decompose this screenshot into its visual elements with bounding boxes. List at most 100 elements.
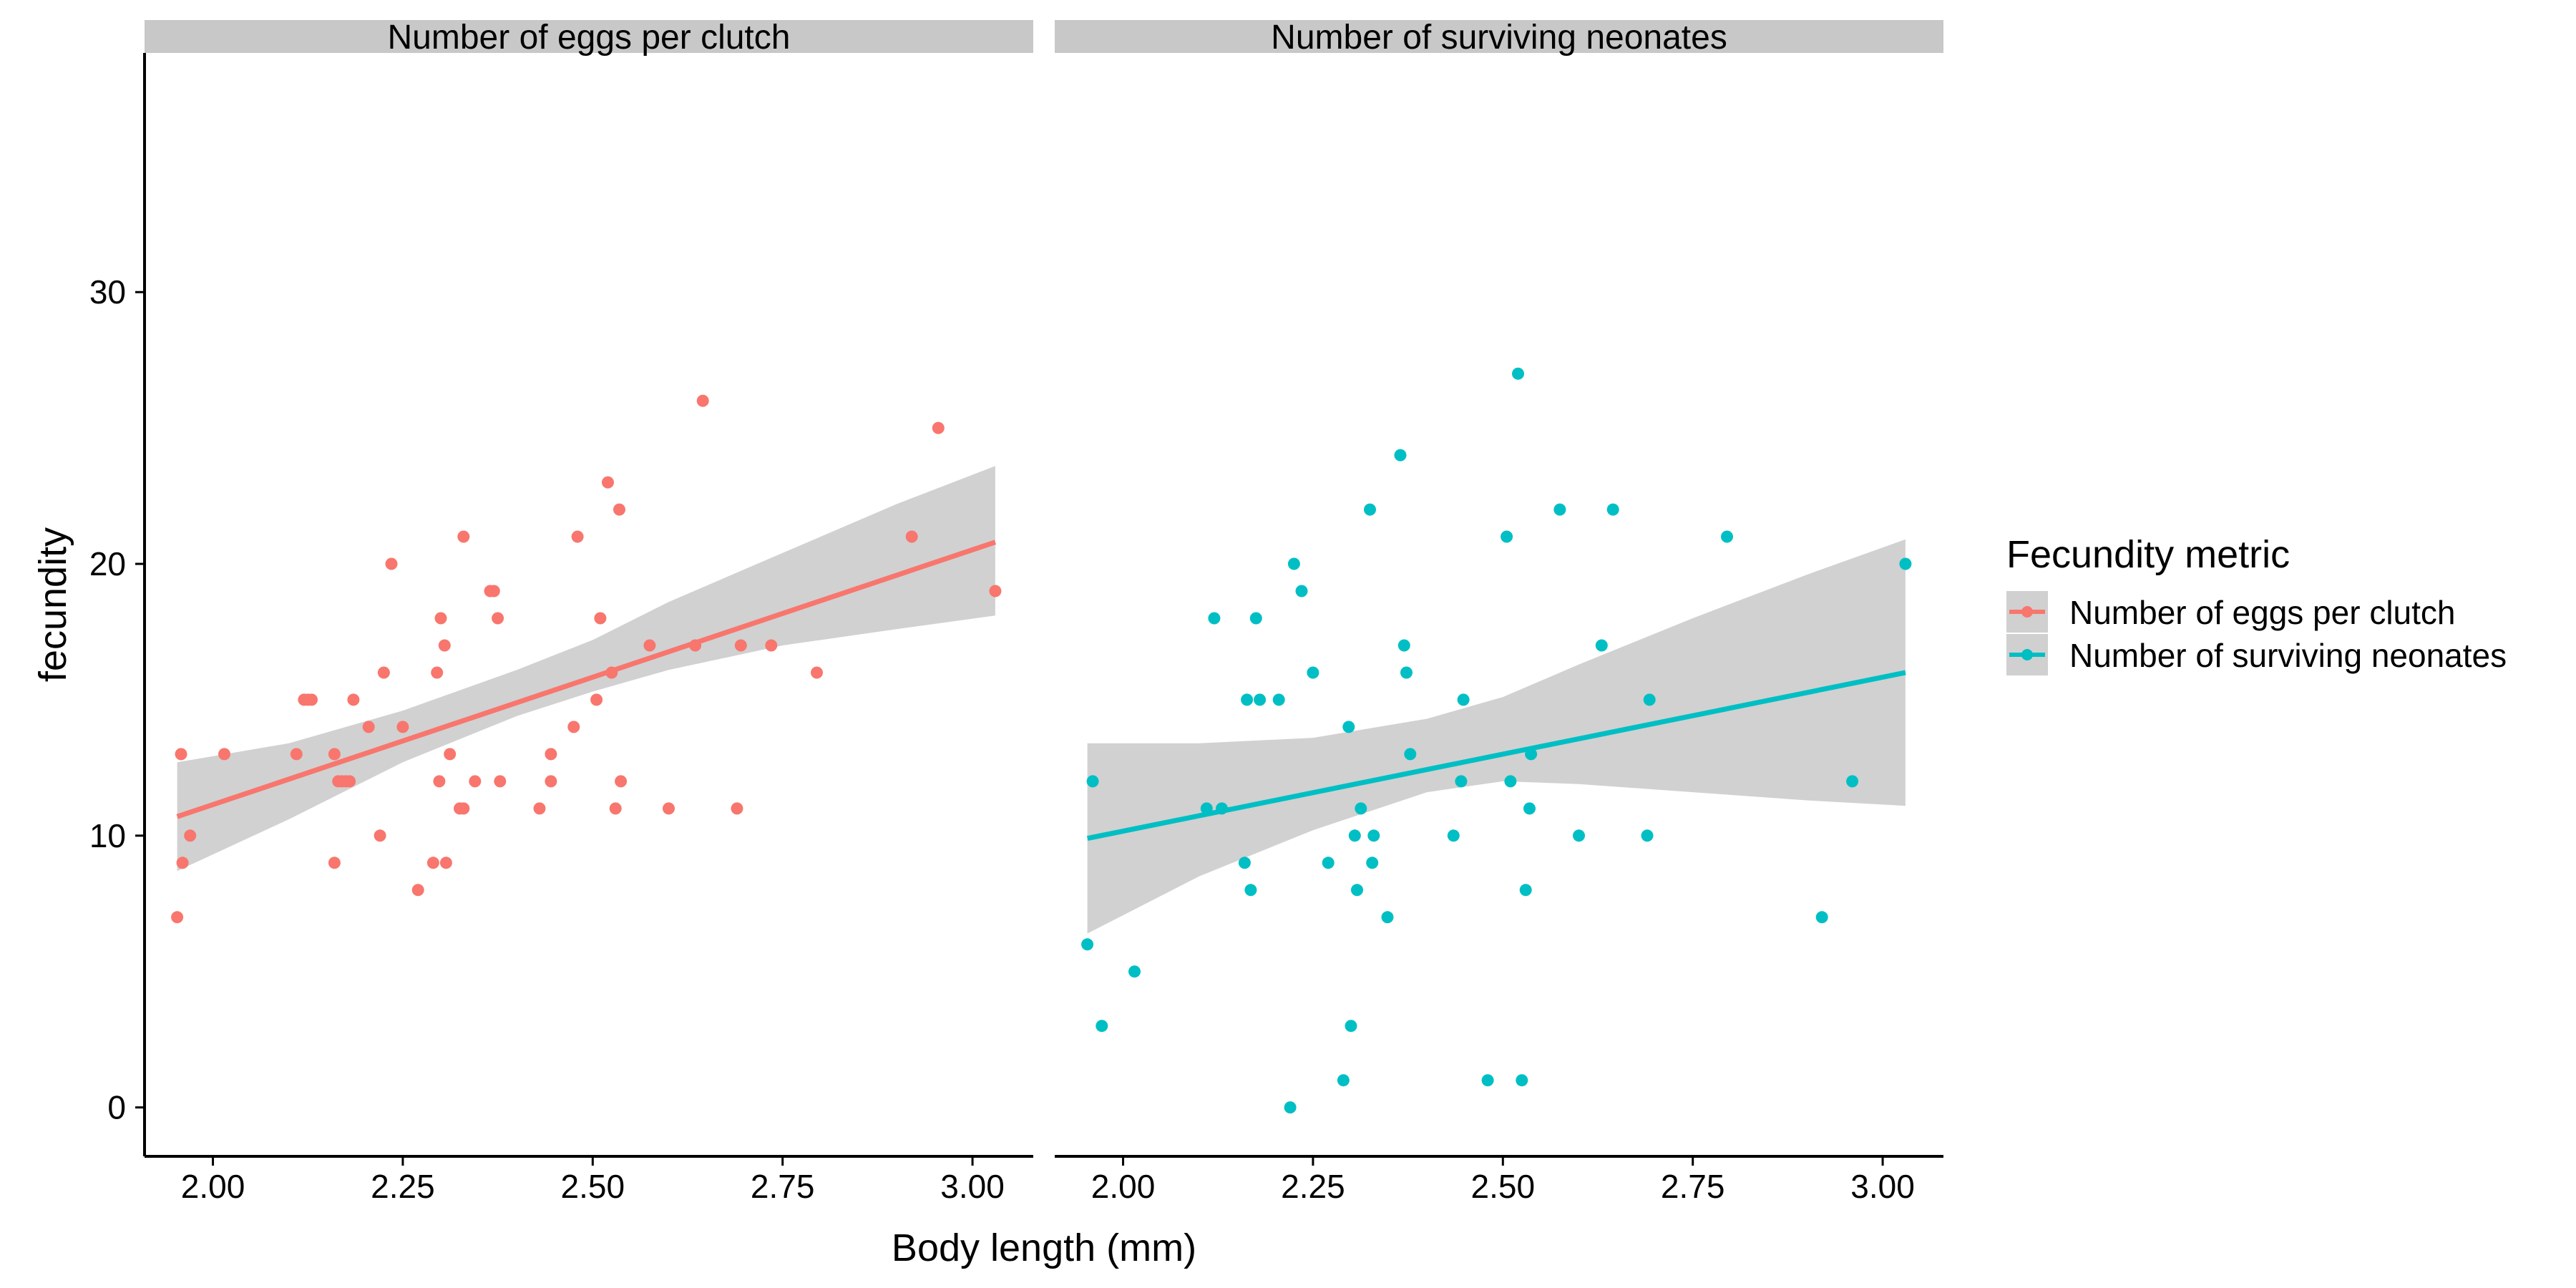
trend-line-layer	[176, 540, 997, 819]
data-point	[176, 857, 189, 869]
facet-strip-neonates	[1055, 20, 1943, 53]
data-point	[1096, 1020, 1108, 1033]
data-point	[1641, 829, 1654, 842]
data-point	[433, 775, 446, 788]
data-point	[1272, 693, 1285, 706]
data-point	[1366, 857, 1379, 869]
data-point	[1606, 503, 1619, 516]
facet-panel-eggs: Number of eggs per clutch 2.00 2.25 2.50 2.…	[89, 19, 1033, 1205]
data-point	[1367, 829, 1380, 842]
x-tick-label: 2.50	[561, 1168, 625, 1205]
data-point	[1244, 884, 1257, 897]
data-point	[1364, 503, 1376, 516]
data-point	[765, 639, 778, 652]
data-point	[1815, 911, 1828, 924]
data-point	[290, 748, 303, 761]
confidence-band-layer	[177, 466, 995, 872]
data-point	[1287, 557, 1300, 570]
confidence-band	[177, 466, 995, 872]
data-point	[469, 775, 482, 788]
data-point	[613, 503, 625, 516]
data-point	[1342, 721, 1355, 733]
data-point	[444, 748, 457, 761]
data-point	[438, 639, 451, 652]
x-tick-label: 2.75	[1661, 1168, 1725, 1205]
data-point	[457, 530, 470, 543]
data-point	[1404, 748, 1417, 761]
data-point	[175, 748, 187, 761]
x-tick-label: 3.00	[1850, 1168, 1915, 1205]
data-point	[615, 775, 628, 788]
data-point	[1086, 775, 1099, 788]
data-point	[426, 857, 439, 869]
facet-strip-label-neonates: Number of surviving neonates	[1271, 19, 1727, 57]
points-layer	[171, 394, 1002, 924]
data-point	[590, 693, 603, 706]
data-point	[374, 829, 386, 842]
y-tick-label: 0	[107, 1089, 126, 1126]
data-point	[306, 693, 318, 706]
data-point	[396, 721, 409, 733]
data-point	[1394, 449, 1407, 462]
data-point	[439, 857, 452, 869]
data-point	[1238, 857, 1251, 869]
legend-label-neonates: Number of surviving neonates	[2069, 637, 2507, 674]
data-point	[1351, 884, 1363, 897]
facet-panel-neonates: Number of surviving neonates 2.00 2.25 2.5…	[1055, 19, 1943, 1205]
data-point	[1457, 693, 1470, 706]
data-point	[696, 394, 709, 407]
trend-line-layer	[1086, 670, 1906, 841]
data-point	[1337, 1074, 1350, 1087]
points-layer	[1081, 367, 1912, 1114]
data-point	[609, 802, 622, 815]
data-point	[362, 721, 375, 733]
legend-label-eggs: Number of eggs per clutch	[2069, 594, 2456, 631]
x-axis-title: Body length (mm)	[892, 1226, 1196, 1269]
data-point	[431, 666, 444, 679]
legend: Fecundity metric Number of eggs per clut…	[2006, 533, 2507, 675]
data-point	[811, 666, 823, 679]
data-point	[492, 612, 504, 625]
data-point	[1128, 965, 1141, 978]
x-tick-label: 2.00	[1091, 1168, 1156, 1205]
data-point	[1721, 530, 1733, 543]
data-point	[411, 884, 424, 897]
data-point	[643, 639, 656, 652]
data-point	[457, 802, 470, 815]
data-point	[1846, 775, 1859, 788]
x-tick-label: 2.50	[1471, 1168, 1536, 1205]
x-tick-label: 2.25	[371, 1168, 435, 1205]
data-point	[602, 476, 614, 489]
data-point	[533, 802, 546, 815]
data-point	[328, 857, 341, 869]
data-point	[545, 775, 557, 788]
data-point	[1455, 775, 1468, 788]
data-point	[1595, 639, 1608, 652]
data-point	[1504, 775, 1517, 788]
data-point	[1348, 829, 1361, 842]
legend-key-point-eggs	[2021, 606, 2033, 618]
legend-item-neonates: Number of surviving neonates	[2006, 634, 2507, 675]
data-point	[1249, 612, 1262, 625]
data-point	[218, 748, 230, 761]
data-point	[343, 775, 356, 788]
data-point	[1355, 802, 1367, 815]
x-ticks-eggs: 2.00 2.25 2.50 2.75 3.00	[181, 1156, 1005, 1205]
data-point	[731, 802, 743, 815]
y-axis-title: fecundity	[31, 527, 74, 682]
data-point	[1397, 639, 1410, 652]
data-point	[1241, 693, 1254, 706]
data-point	[663, 802, 675, 815]
data-point	[1447, 829, 1460, 842]
data-point	[1322, 857, 1335, 869]
data-point	[1523, 802, 1536, 815]
data-point	[1501, 530, 1513, 543]
data-point	[905, 530, 918, 543]
data-point	[1208, 612, 1221, 625]
data-point	[1643, 693, 1656, 706]
data-point	[347, 693, 360, 706]
data-point	[434, 612, 447, 625]
data-point	[989, 585, 1002, 597]
data-point	[1254, 693, 1267, 706]
